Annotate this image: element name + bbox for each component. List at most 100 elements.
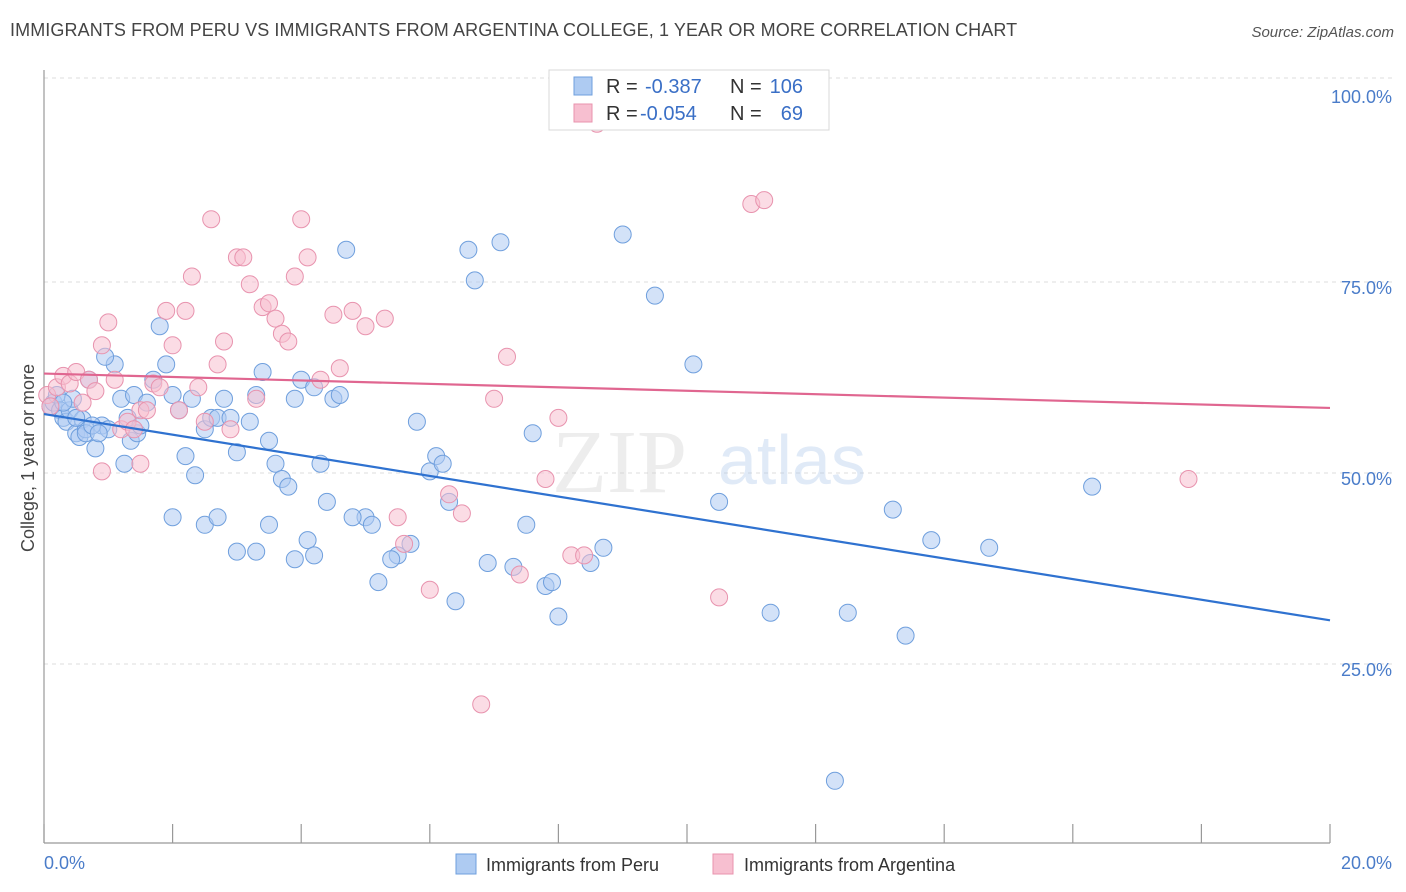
argentina-point <box>176 301 195 320</box>
argentina-point <box>260 294 278 313</box>
y-tick-label-100: 100.0% <box>1331 87 1392 107</box>
legend-r-label-argentina: R = <box>606 103 638 125</box>
peru-point <box>710 492 729 511</box>
argentina-point <box>485 389 504 408</box>
peru-point <box>459 240 478 259</box>
bottom-legend-label-argentina: Immigrants from Argentina <box>744 855 956 875</box>
legend-n-value-peru: 106 <box>770 76 803 98</box>
argentina-point <box>163 336 182 355</box>
watermark-atlas: atlas <box>718 421 866 499</box>
peru-point <box>825 771 844 790</box>
watermark-zip: ZIP <box>552 413 687 512</box>
stats-legend-box <box>548 69 830 131</box>
watermark: ZIP atlas <box>552 413 866 512</box>
peru-point <box>227 443 246 462</box>
peru-point <box>298 531 317 550</box>
peru-point <box>1083 477 1102 496</box>
peru-point <box>362 515 381 534</box>
bottom-legend-swatch-argentina <box>712 853 734 875</box>
legend-swatch-argentina <box>573 103 593 123</box>
bottom-legend-label-peru: Immigrants from Peru <box>486 855 659 875</box>
legend-n-label-peru: N = <box>730 76 762 98</box>
argentina-point <box>279 332 298 351</box>
peru-point <box>369 573 388 592</box>
peru-point <box>523 424 542 443</box>
peru-point <box>594 538 613 557</box>
argentina-point <box>452 504 471 523</box>
x-tick-label-min: 0.0% <box>44 853 85 873</box>
argentina-point <box>575 546 594 565</box>
legend-n-value-argentina: 69 <box>781 103 803 125</box>
argentina-point <box>215 332 233 351</box>
argentina-point <box>292 210 311 229</box>
argentina-point <box>388 508 407 527</box>
argentina-point <box>137 401 156 420</box>
argentina-point <box>202 210 221 229</box>
peru-point <box>446 592 465 611</box>
peru-point <box>645 286 664 305</box>
peru-point <box>163 508 182 527</box>
argentina-point <box>375 309 394 328</box>
peru-point <box>343 508 362 527</box>
argentina-point <box>536 470 555 488</box>
peru-point <box>330 386 349 404</box>
argentina-point <box>157 301 176 320</box>
argentina-point <box>266 309 285 328</box>
peru-point <box>176 447 195 466</box>
y-axis-label: College, 1 year or more <box>18 364 38 552</box>
peru-point <box>684 355 703 374</box>
stats-legend: R = -0.387 N = 106 R = -0.054 N = 69 <box>548 69 830 131</box>
peru-point <box>337 240 356 259</box>
argentina-point <box>330 359 349 378</box>
peru-point <box>157 355 176 374</box>
peru-point <box>407 412 426 431</box>
argentina-point <box>99 313 118 332</box>
peru-point <box>382 550 401 569</box>
series-legend: Immigrants from Peru Immigrants from Arg… <box>455 853 956 875</box>
argentina-point <box>208 355 227 374</box>
legend-swatch-peru <box>573 76 593 96</box>
argentina-point <box>343 301 362 320</box>
peru-point <box>89 424 108 443</box>
peru-point <box>433 454 452 473</box>
argentina-point <box>510 565 529 584</box>
peru-point <box>227 542 246 561</box>
argentina-point <box>92 462 111 481</box>
peru-point <box>266 454 285 473</box>
argentina-point <box>73 393 92 412</box>
series-argentina-points <box>38 91 1198 714</box>
argentina-point <box>86 382 105 401</box>
peru-point <box>896 626 915 645</box>
trend-lines <box>43 372 1331 622</box>
x-tick-label-max: 20.0% <box>1341 853 1392 873</box>
chart-source: Source: ZipAtlas.com <box>1251 24 1394 41</box>
argentina-point <box>356 317 375 336</box>
y-tick-labels: 25.0% 50.0% 75.0% 100.0% <box>1331 87 1392 680</box>
peru-point <box>761 603 780 622</box>
peru-point <box>922 531 941 550</box>
peru-point <box>240 412 259 431</box>
peru-point <box>317 492 336 511</box>
argentina-point <box>195 412 214 431</box>
peru-point <box>247 542 266 561</box>
legend-r-value-peru: -0.387 <box>645 76 702 98</box>
argentina-point <box>420 580 439 599</box>
legend-r-value-argentina: -0.054 <box>640 103 697 125</box>
peru-point <box>260 431 278 450</box>
peru-point <box>253 363 272 381</box>
argentina-point <box>298 248 317 267</box>
peru-point <box>86 439 105 458</box>
peru-point <box>305 546 324 565</box>
argentina-point <box>1179 470 1198 488</box>
legend-n-label-argentina: N = <box>730 103 762 125</box>
argentina-point <box>240 275 259 294</box>
argentina-point <box>247 389 266 408</box>
argentina-point <box>324 305 343 324</box>
argentina-point <box>549 408 568 427</box>
y-tick-label-50: 50.0% <box>1341 469 1392 489</box>
y-tick-label-75: 75.0% <box>1341 278 1392 298</box>
argentina-point <box>710 588 729 607</box>
argentina-point <box>150 378 169 397</box>
peru-point <box>491 233 510 252</box>
argentina-point <box>234 248 253 267</box>
